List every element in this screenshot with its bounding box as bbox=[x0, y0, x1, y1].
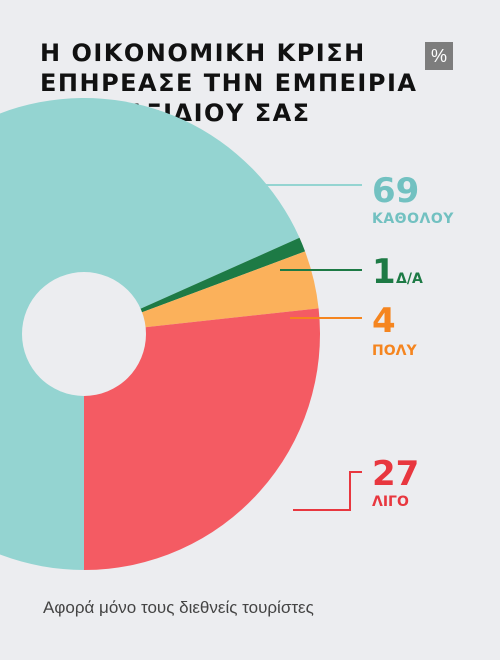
value-label-kathólou: 69 bbox=[372, 171, 419, 211]
chart-slices bbox=[0, 98, 320, 570]
donut-hole bbox=[22, 272, 146, 396]
value-label-ligo: 27 bbox=[372, 454, 419, 494]
slice-ligo bbox=[84, 308, 320, 570]
value-label-da: 1 bbox=[372, 252, 396, 292]
footnote: Αφορά μόνο τους διεθνείς τουρίστες bbox=[43, 598, 314, 617]
title-line-2: ΕΠΗΡΕΑΣΕ ΤΗΝ ΕΜΠΕΙΡΙΑ bbox=[40, 69, 418, 97]
category-label-da: Δ/Α bbox=[396, 271, 423, 287]
category-label-ligo: ΛΙΓΟ bbox=[372, 494, 409, 510]
percent-unit-badge: % bbox=[425, 42, 453, 70]
title-line-1: Η ΟΙΚΟΝΟΜΙΚΗ ΚΡΙΣΗ bbox=[40, 39, 366, 67]
value-label-poly: 4 bbox=[372, 301, 396, 341]
slice-kathólou bbox=[0, 98, 300, 570]
category-label-poly: ΠΟΛΥ bbox=[372, 343, 417, 359]
leader-line-ligo bbox=[293, 471, 362, 511]
category-label-kathólou: ΚΑΘΟΛΟΥ bbox=[372, 211, 454, 227]
slice-poly bbox=[84, 251, 319, 334]
